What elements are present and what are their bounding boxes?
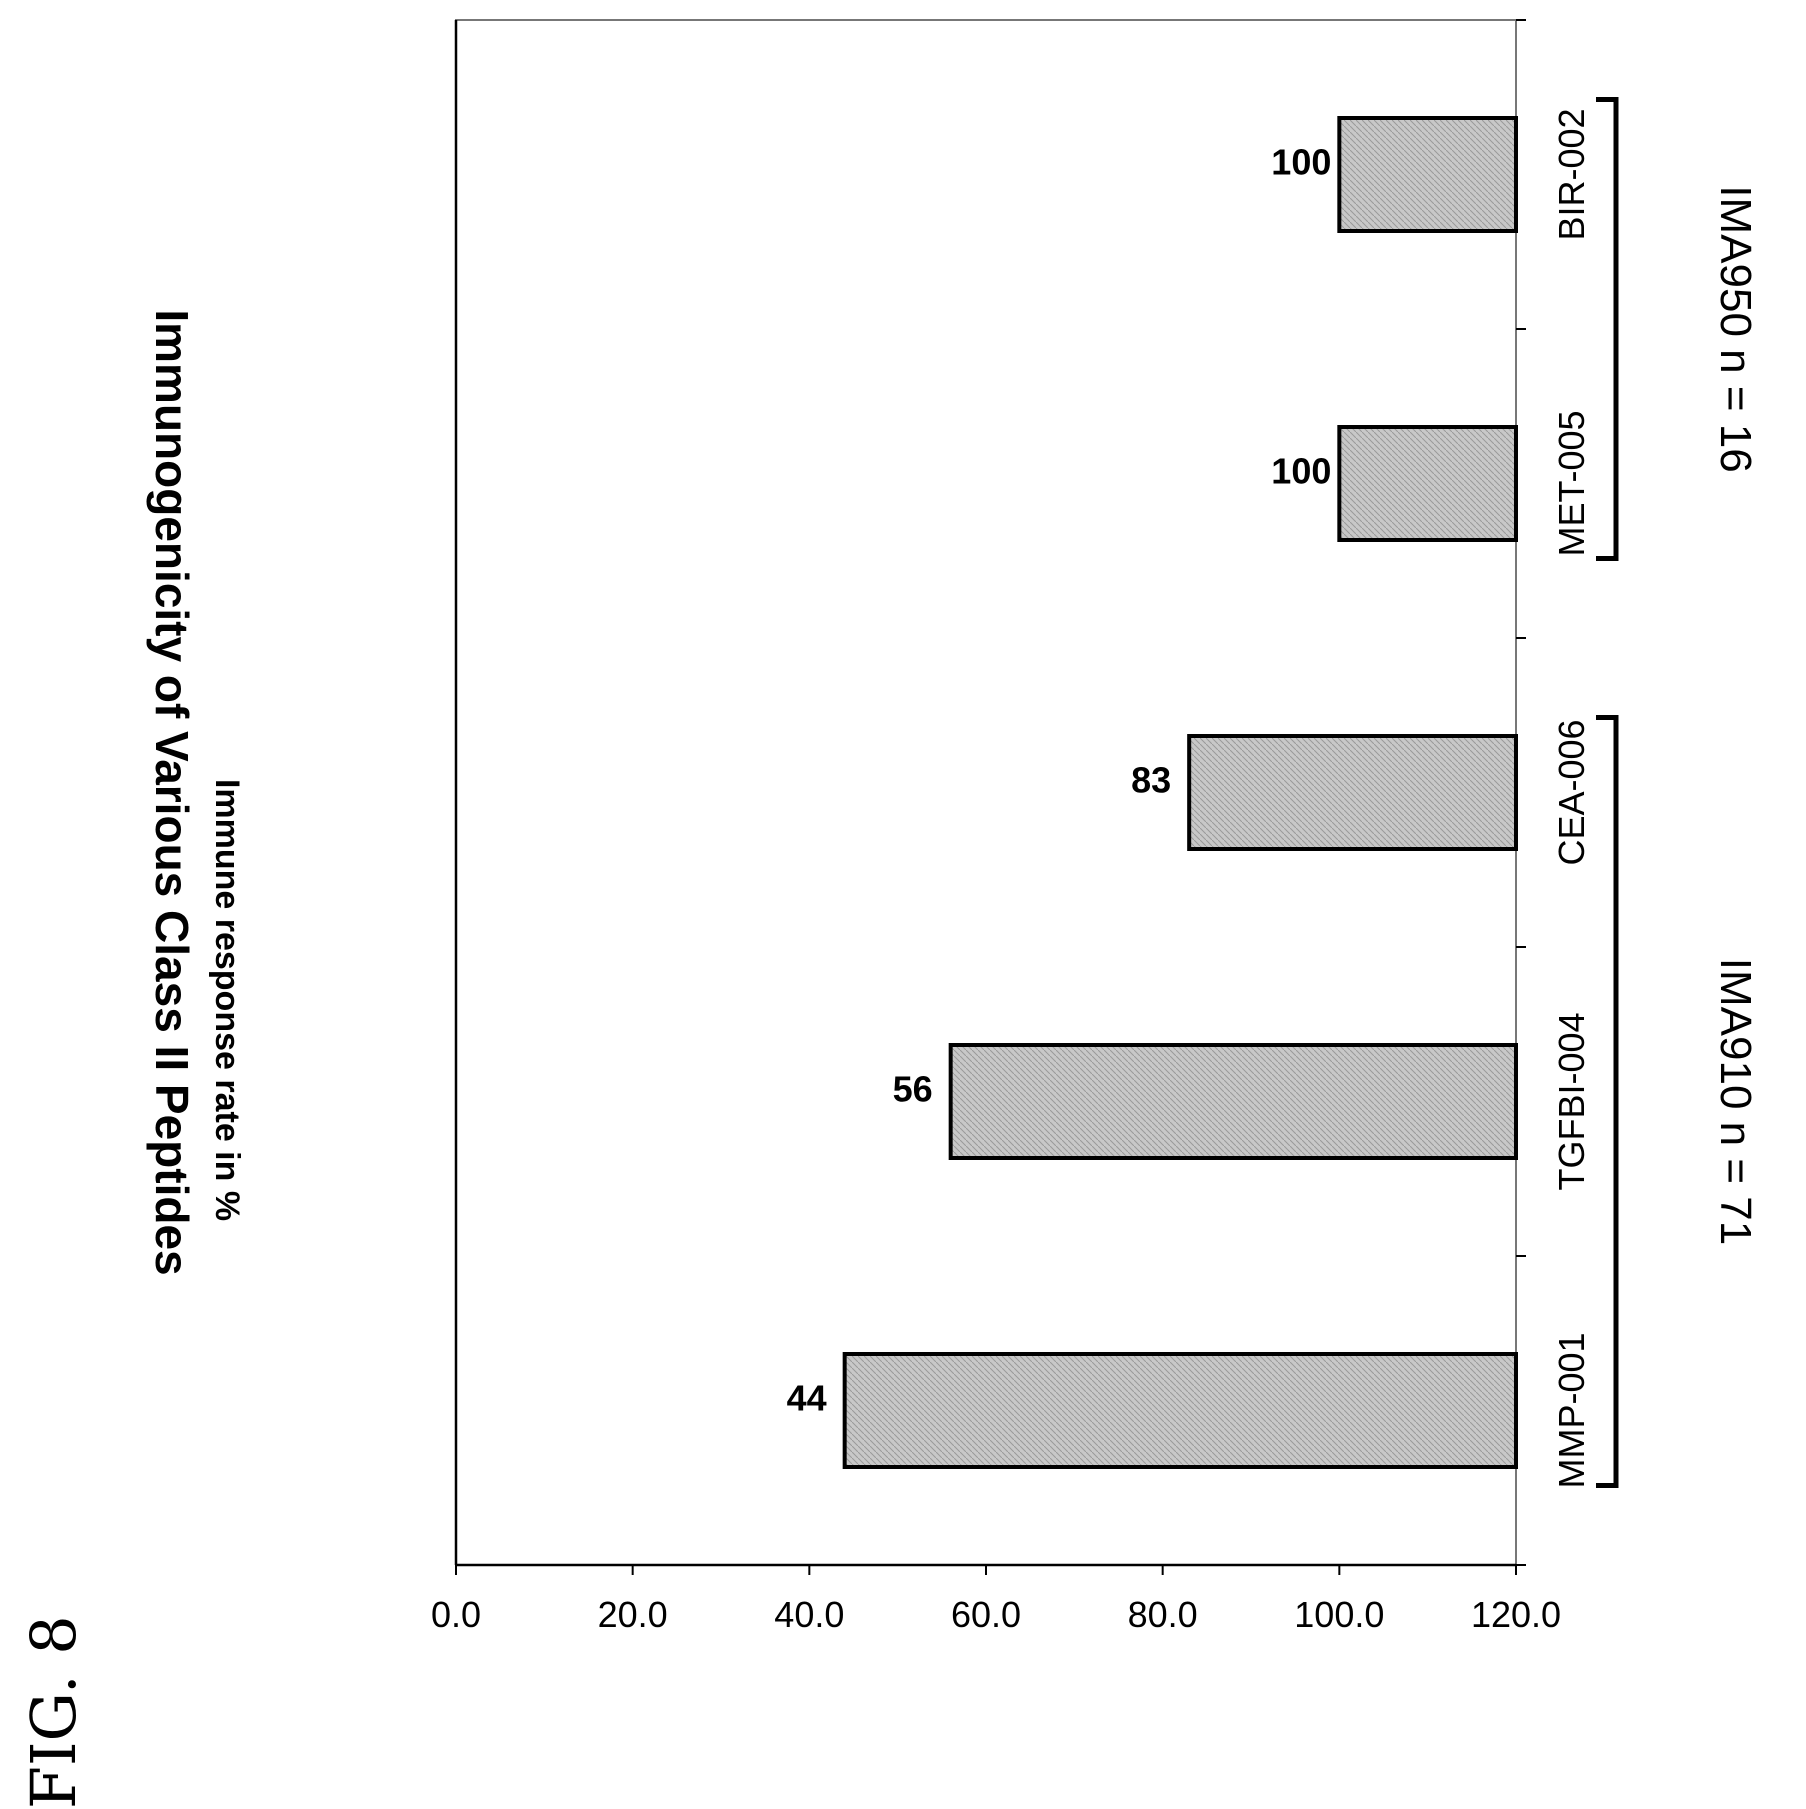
data-label: 100 <box>1271 451 1331 492</box>
bar <box>1187 734 1518 851</box>
category-label: TGFBI-004 <box>1551 1012 1592 1190</box>
y-tick-label: 80.0 <box>1128 1594 1198 1635</box>
category-label: CEA-006 <box>1551 719 1592 865</box>
group-label: IMA950 n = 16 <box>1711 185 1760 472</box>
data-label: 100 <box>1271 142 1331 183</box>
group-bracket <box>1596 715 1619 1488</box>
chart-title: Immunogenicity of Various Class II Pepti… <box>146 309 198 1275</box>
category-label: MET-005 <box>1551 410 1592 556</box>
y-axis-label: Immune response rate in % <box>208 779 246 1221</box>
y-tick-label: 40.0 <box>774 1594 844 1635</box>
plot-area: 0.0 20.0 40.0 60.0 80.0 100.0 120.0 100 BIR-002 1… <box>431 19 1760 1635</box>
bar <box>842 1352 1518 1469</box>
bar <box>1337 116 1518 233</box>
y-tick-label: 0.0 <box>431 1594 481 1635</box>
y-tick-label: 100.0 <box>1294 1594 1384 1635</box>
group-bracket <box>1596 97 1619 561</box>
bar <box>948 1043 1518 1160</box>
data-label: 83 <box>1131 760 1171 801</box>
y-tick-label: 20.0 <box>598 1594 668 1635</box>
y-tick-label: 60.0 <box>951 1594 1021 1635</box>
figure-label: FIG. 8 <box>17 1615 90 1809</box>
data-label: 44 <box>787 1378 827 1419</box>
category-label: BIR-002 <box>1551 108 1592 240</box>
category-label: MMP-001 <box>1551 1332 1592 1488</box>
y-tick-label: 120.0 <box>1471 1594 1561 1635</box>
group-label: IMA910 n = 71 <box>1711 958 1760 1245</box>
bar <box>1337 425 1518 542</box>
data-label: 56 <box>893 1069 933 1110</box>
